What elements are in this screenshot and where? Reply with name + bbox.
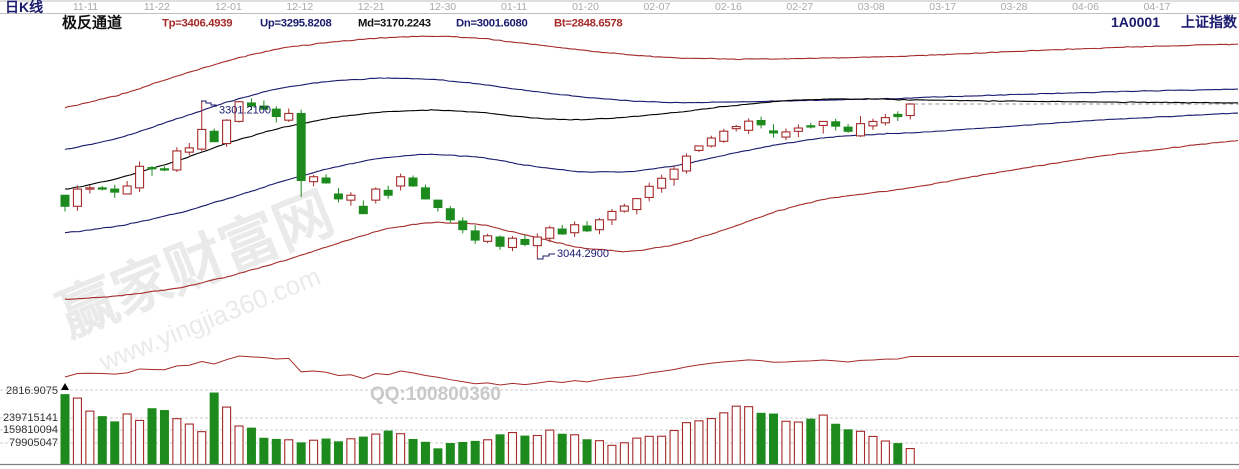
svg-text:上证指数: 上证指数 [1181,14,1238,30]
svg-text:12-01: 12-01 [215,1,242,13]
svg-text:11-22: 11-22 [144,1,170,13]
svg-text:12-30: 12-30 [429,1,456,13]
svg-text:Dn=3001.6080: Dn=3001.6080 [456,18,527,30]
svg-text:极反通道: 极反通道 [62,14,122,32]
svg-text:12-12: 12-12 [286,1,313,13]
svg-text:01-11: 01-11 [501,1,527,13]
svg-text:1A0001: 1A0001 [1111,14,1160,30]
svg-text:01-20: 01-20 [572,1,599,13]
svg-text:QQ:100800360: QQ:100800360 [370,384,501,405]
svg-text:239715141: 239715141 [3,412,58,424]
svg-text:2816.9075: 2816.9075 [6,385,58,397]
svg-text:Md=3170.2243: Md=3170.2243 [358,18,431,30]
svg-text:04-06: 04-06 [1072,1,1099,13]
svg-text:159810094: 159810094 [3,424,58,436]
svg-text:79905047: 79905047 [9,437,58,449]
svg-text:Bt=2848.6578: Bt=2848.6578 [554,18,622,30]
svg-text:3044.2900: 3044.2900 [557,248,609,260]
svg-text:03-08: 03-08 [858,1,885,13]
svg-text:03-17: 03-17 [929,1,956,13]
svg-text:Up=3295.8208: Up=3295.8208 [260,18,331,30]
svg-text:02-27: 02-27 [786,1,813,13]
svg-text:04-17: 04-17 [1144,1,1171,13]
svg-text:02-07: 02-07 [643,1,670,13]
svg-text:12-21: 12-21 [358,1,385,13]
svg-text:3301.2100: 3301.2100 [219,105,271,117]
svg-text:日K线: 日K线 [5,0,43,15]
svg-text:02-16: 02-16 [715,1,742,13]
svg-text:Tp=3406.4939: Tp=3406.4939 [162,18,232,30]
svg-text:03-28: 03-28 [1001,1,1028,13]
svg-text:11-11: 11-11 [73,1,98,13]
